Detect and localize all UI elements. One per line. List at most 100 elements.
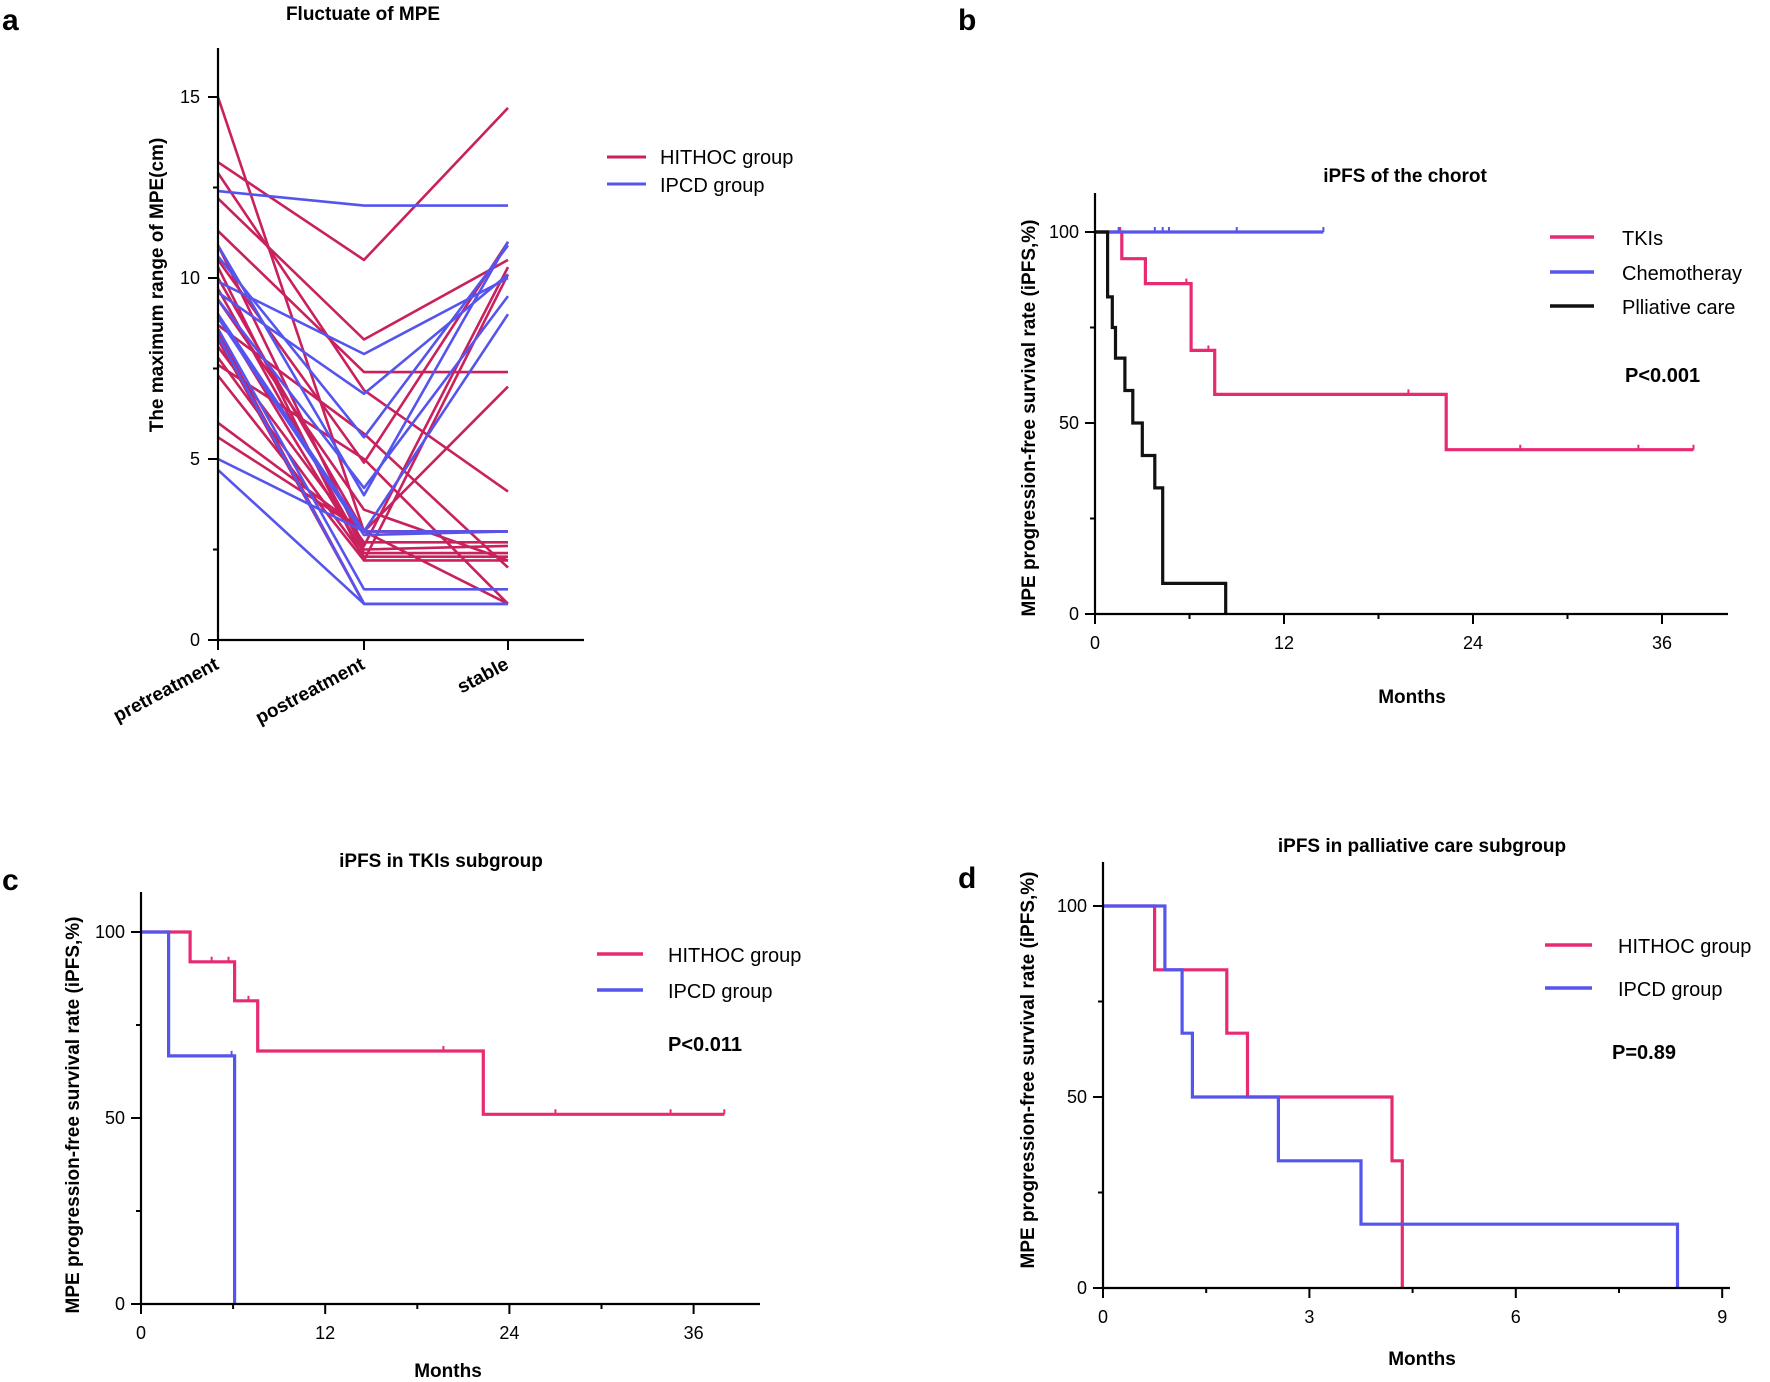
x-tick-label: 9 xyxy=(1717,1307,1727,1327)
line-hithoc-10 xyxy=(216,288,509,551)
panel-a-plot-area xyxy=(216,96,510,606)
x-tick-label: 24 xyxy=(499,1323,519,1343)
panel-c-plot-area xyxy=(141,930,726,1304)
panel-c-y-ticks: 0 50 100 xyxy=(95,922,141,1314)
legend-label-ipcd: IPCD group xyxy=(668,981,773,1003)
panel-c-xlabel: Months xyxy=(414,1361,482,1382)
panel-d-legend: HITHOC group IPCD group xyxy=(1545,936,1751,1001)
x-tick-label: 12 xyxy=(315,1323,335,1343)
y-tick-label: 100 xyxy=(1049,222,1079,242)
line-hithoc-18 xyxy=(217,363,509,605)
line-ipcd-4 xyxy=(217,276,509,356)
panel-c-ylabel: MPE progression-free survival rate (iPFS… xyxy=(63,916,84,1313)
x-tick-label: stable xyxy=(454,654,512,698)
panel-a-legend: HITHOC group IPCD group xyxy=(607,147,793,197)
panel-d-plot-area xyxy=(1103,904,1680,1288)
legend-label-ipcd: IPCD group xyxy=(660,175,765,197)
panel-b-ylabel: MPE progression-free survival rate (iPFS… xyxy=(1019,219,1040,616)
panel-c-legend: HITHOC group IPCD group xyxy=(597,945,801,1003)
panel-c: c iPFS in TKIs subgroup MPE progression-… xyxy=(2,851,801,1382)
y-tick-label: 50 xyxy=(1059,413,1079,433)
panel-b-x-ticks: 0 12 24 36 xyxy=(1090,614,1672,653)
x-tick-label: 12 xyxy=(1274,633,1294,653)
legend-label-hithoc: HITHOC group xyxy=(668,945,801,967)
y-tick-label: 0 xyxy=(190,630,200,650)
line-ipcd-1 xyxy=(217,189,508,207)
y-tick-label: 15 xyxy=(180,87,200,107)
panel-b-xlabel: Months xyxy=(1378,687,1446,708)
x-tick-label: 36 xyxy=(684,1323,704,1343)
km-curve-ipcd-group xyxy=(1103,904,1680,1288)
line-ipcd-11 xyxy=(217,457,508,533)
panel-a-letter: a xyxy=(2,4,19,37)
panel-b-title: iPFS of the chorot xyxy=(1323,166,1487,187)
legend-label-hithoc: HITHOC group xyxy=(660,147,793,169)
y-tick-label: 100 xyxy=(95,922,125,942)
y-tick-label: 0 xyxy=(115,1294,125,1314)
x-tick-label: 0 xyxy=(1098,1307,1108,1327)
x-tick-label: 0 xyxy=(136,1323,146,1343)
panel-c-title: iPFS in TKIs subgroup xyxy=(339,851,543,872)
panel-d-pvalue: P=0.89 xyxy=(1612,1042,1676,1064)
panel-b-y-ticks: 0 50 100 xyxy=(1049,222,1095,624)
line-ipcd-3 xyxy=(216,244,510,439)
legend-label-palliative: Plliative care xyxy=(1622,297,1735,319)
line-ipcd-6 xyxy=(216,295,510,490)
line-ipcd-7 xyxy=(216,313,510,533)
panel-d: d iPFS in palliative care subgroup MPE p… xyxy=(958,836,1751,1370)
x-tick-label: 3 xyxy=(1304,1307,1314,1327)
panel-b-plot-area xyxy=(1095,227,1695,614)
line-ipcd-10 xyxy=(216,335,508,606)
panel-a-ylabel: The maximum range of MPE(cm) xyxy=(147,138,168,433)
y-tick-label: 50 xyxy=(105,1108,125,1128)
x-tick-label: pretreatment xyxy=(110,654,223,727)
legend-label-tkis: TKIs xyxy=(1622,228,1663,250)
km-curve-hithoc-group xyxy=(141,930,725,1116)
panel-a-x-ticks: pretreatment postreatment stable xyxy=(110,640,512,729)
panel-b-legend: TKIs Chemotheray Plliative care xyxy=(1550,228,1742,319)
panel-d-ylabel: MPE progression-free survival rate (iPFS… xyxy=(1018,871,1039,1268)
y-tick-label: 100 xyxy=(1057,896,1087,916)
panel-d-x-ticks: 0 3 6 9 xyxy=(1098,1288,1727,1327)
line-hithoc-20 xyxy=(217,421,508,533)
y-tick-label: 0 xyxy=(1077,1278,1087,1298)
y-tick-label: 10 xyxy=(180,268,200,288)
panel-c-letter: c xyxy=(2,864,19,897)
km-curve-hithoc-group xyxy=(1103,904,1404,1288)
legend-label-hithoc: HITHOC group xyxy=(1618,936,1751,958)
line-hithoc-4 xyxy=(217,197,509,341)
y-tick-label: 50 xyxy=(1067,1087,1087,1107)
panel-c-pvalue: P<0.011 xyxy=(668,1034,742,1056)
line-hithoc-19 xyxy=(216,374,508,562)
line-ipcd-5 xyxy=(217,273,509,396)
km-curve-plliative-care xyxy=(1095,230,1228,614)
panel-d-letter: d xyxy=(958,862,976,895)
line-ipcd-9 xyxy=(216,328,508,591)
x-tick-label: 0 xyxy=(1090,633,1100,653)
km-curve-tkis xyxy=(1095,230,1694,452)
line-hithoc-6 xyxy=(216,244,510,548)
panel-b-axes xyxy=(1093,193,1728,616)
panel-b-pvalue: P<0.001 xyxy=(1625,365,1700,387)
panel-a-title: Fluctuate of MPE xyxy=(286,4,440,25)
panel-d-y-ticks: 0 50 100 xyxy=(1057,896,1103,1298)
panel-a-y-ticks: 0 5 10 15 xyxy=(180,87,218,650)
panel-b: b iPFS of the chorot MPE progression-fre… xyxy=(958,4,1742,708)
x-tick-label: 24 xyxy=(1463,633,1483,653)
y-tick-label: 0 xyxy=(1069,604,1079,624)
line-hithoc-16 xyxy=(216,346,508,544)
legend-label-chemotheray: Chemotheray xyxy=(1622,263,1742,285)
x-tick-label: 36 xyxy=(1652,633,1672,653)
panel-c-x-ticks: 0 12 24 36 xyxy=(136,1304,704,1343)
panel-a: a Fluctuate of MPE The maximum range of … xyxy=(2,4,793,729)
x-tick-label: 6 xyxy=(1511,1307,1521,1327)
panel-d-xlabel: Months xyxy=(1388,1349,1456,1370)
x-tick-label: postreatment xyxy=(252,654,369,729)
panel-d-title: iPFS in palliative care subgroup xyxy=(1278,836,1566,857)
legend-label-ipcd: IPCD group xyxy=(1618,979,1723,1001)
y-tick-label: 5 xyxy=(190,449,200,469)
line-hithoc-12 xyxy=(216,313,508,555)
panel-b-letter: b xyxy=(958,4,976,37)
line-ipcd-2 xyxy=(216,241,510,497)
